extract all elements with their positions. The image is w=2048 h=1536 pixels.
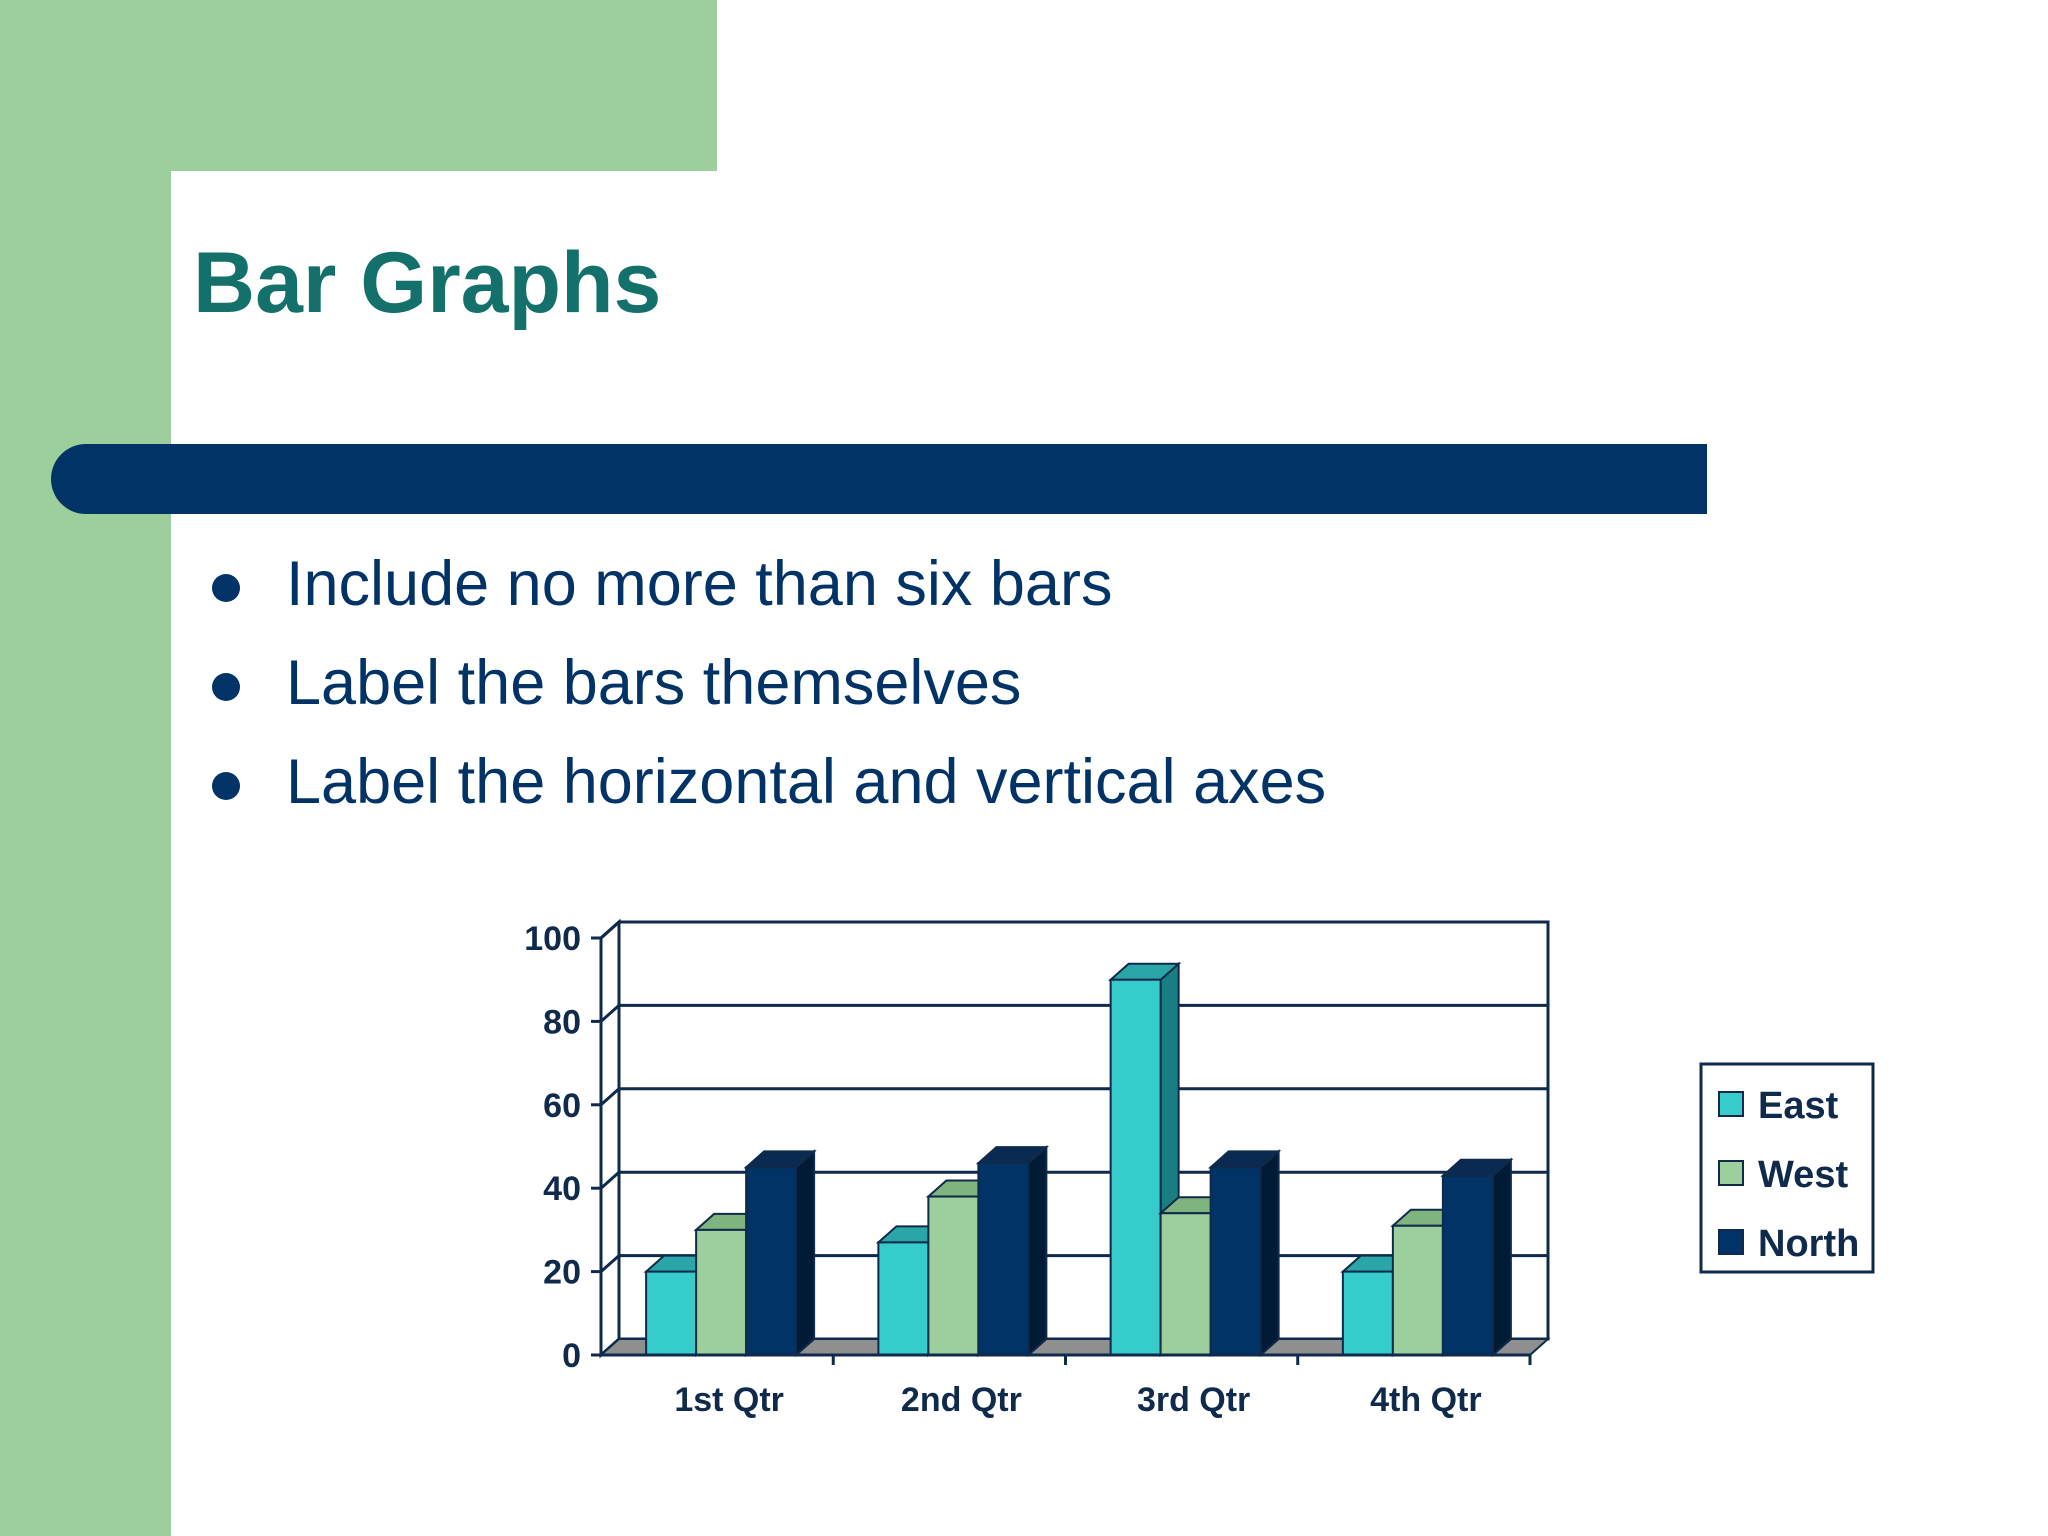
bullet-text: Include no more than six bars: [286, 549, 1113, 619]
bar-side: [795, 1149, 816, 1358]
x-tick-label: 3rd Qtr: [1137, 1381, 1250, 1419]
legend-label: East: [1758, 1085, 1839, 1127]
y-tick-label: 20: [543, 1254, 581, 1292]
x-tick-label: 1st Qtr: [674, 1381, 784, 1419]
bullet-dot-icon: [212, 574, 240, 602]
bar-side: [1027, 1144, 1048, 1358]
bullet-dot-icon: [212, 673, 240, 701]
bar: [1341, 1270, 1394, 1356]
bar: [695, 1228, 748, 1357]
bullet-item: Label the bars themselves: [210, 647, 1326, 746]
legend-label: West: [1758, 1154, 1848, 1196]
bar: [1441, 1174, 1494, 1356]
bar-side: [1491, 1157, 1512, 1358]
slide-title: Bar Graphs: [193, 235, 662, 331]
green-top-band: [0, 0, 717, 171]
legend-label: North: [1758, 1223, 1859, 1265]
legend-swatch: [1718, 1091, 1744, 1117]
bullet-text: Label the bars themselves: [286, 648, 1022, 718]
bullet-dot-icon: [212, 772, 240, 800]
bullet-list: Include no more than six bars Label the …: [210, 548, 1326, 845]
bar: [745, 1166, 798, 1356]
y-tick-label: 60: [543, 1087, 581, 1125]
x-tick-label: 4th Qtr: [1370, 1381, 1481, 1419]
bar: [1209, 1166, 1262, 1356]
bar: [977, 1162, 1030, 1357]
bar: [927, 1195, 980, 1357]
bar: [1109, 978, 1162, 1356]
y-tick-label: 100: [524, 920, 581, 958]
y-tick-label: 0: [562, 1337, 581, 1375]
gridline: [600, 1003, 1548, 1023]
plot-side-wall: [599, 918, 621, 1359]
chart-legend: East West North: [1699, 1062, 1875, 1274]
bullet-text: Label the horizontal and vertical axes: [286, 747, 1327, 817]
bullet-item: Include no more than six bars: [210, 548, 1326, 647]
title-divider-bar: [51, 444, 1707, 514]
y-tick-label: 80: [543, 1003, 581, 1041]
legend-swatch: [1718, 1229, 1744, 1255]
x-tick-label: 2nd Qtr: [901, 1381, 1022, 1419]
chart-axes: 0 20 40 60 80 100 1st Qtr 2nd Qtr 3rd Qtr 4th Qtr: [524, 920, 1532, 1419]
green-side-band: [0, 0, 171, 1536]
y-tick-label: 40: [543, 1170, 581, 1208]
bar: [1391, 1224, 1444, 1356]
bar: [877, 1241, 930, 1357]
rounded-content-corner: [171, 171, 291, 291]
bullet-item: Label the horizontal and vertical axes: [210, 746, 1326, 845]
gridline: [600, 920, 1548, 940]
bar-side: [1259, 1149, 1280, 1358]
legend-swatch: [1718, 1160, 1744, 1186]
gridline: [600, 1087, 1548, 1106]
bar: [645, 1270, 698, 1356]
bar: [1159, 1212, 1212, 1356]
